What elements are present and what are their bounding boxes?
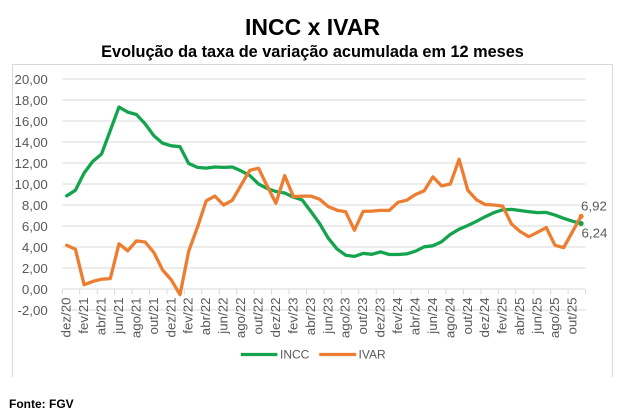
svg-text:ago/22: ago/22 xyxy=(233,298,248,339)
svg-text:6,00: 6,00 xyxy=(22,219,48,234)
svg-text:fev/23: fev/23 xyxy=(285,298,300,334)
svg-text:jun/25: jun/25 xyxy=(530,298,545,335)
svg-text:dez/24: dez/24 xyxy=(477,298,492,338)
svg-text:dez/23: dez/23 xyxy=(373,298,388,338)
svg-text:0,00: 0,00 xyxy=(22,282,48,297)
svg-text:fev/25: fev/25 xyxy=(495,298,510,334)
svg-text:10,00: 10,00 xyxy=(15,177,48,192)
svg-text:-2,00: -2,00 xyxy=(17,303,47,318)
svg-text:abr/22: abr/22 xyxy=(198,298,213,336)
svg-text:jun/24: jun/24 xyxy=(425,298,440,335)
svg-text:fev/24: fev/24 xyxy=(390,298,405,334)
svg-text:8,00: 8,00 xyxy=(22,198,48,213)
svg-text:abr/23: abr/23 xyxy=(303,298,318,336)
svg-text:ago/24: ago/24 xyxy=(442,298,457,339)
svg-text:16,00: 16,00 xyxy=(15,114,48,129)
svg-text:12,00: 12,00 xyxy=(15,156,48,171)
svg-text:14,00: 14,00 xyxy=(15,135,48,150)
svg-text:20,00: 20,00 xyxy=(15,72,48,87)
svg-text:6,92: 6,92 xyxy=(581,199,607,214)
svg-text:fev/22: fev/22 xyxy=(181,298,196,334)
svg-text:dez/20: dez/20 xyxy=(59,298,74,338)
svg-text:IVAR: IVAR xyxy=(359,348,386,362)
svg-text:out/21: out/21 xyxy=(146,298,161,335)
svg-text:dez/21: dez/21 xyxy=(163,298,178,338)
svg-text:6,24: 6,24 xyxy=(582,226,608,241)
svg-text:fev/21: fev/21 xyxy=(76,298,91,334)
svg-text:INCC: INCC xyxy=(280,348,310,362)
svg-text:abr/25: abr/25 xyxy=(512,298,527,336)
svg-text:out/22: out/22 xyxy=(251,298,266,335)
svg-text:out/25: out/25 xyxy=(564,298,579,335)
svg-text:abr/24: abr/24 xyxy=(408,298,423,336)
svg-text:2,00: 2,00 xyxy=(22,261,48,276)
svg-text:ago/21: ago/21 xyxy=(128,298,143,339)
svg-text:jun/22: jun/22 xyxy=(216,298,231,335)
svg-text:ago/23: ago/23 xyxy=(338,298,353,339)
svg-text:jun/23: jun/23 xyxy=(320,298,335,335)
svg-text:out/24: out/24 xyxy=(460,298,475,335)
svg-text:ago/25: ago/25 xyxy=(547,298,562,339)
svg-text:Fonte: FGV: Fonte: FGV xyxy=(9,397,74,411)
svg-text:out/23: out/23 xyxy=(355,298,370,335)
svg-text:abr/21: abr/21 xyxy=(94,298,109,336)
svg-text:dez/22: dez/22 xyxy=(268,298,283,338)
svg-text:18,00: 18,00 xyxy=(15,93,48,108)
svg-text:4,00: 4,00 xyxy=(22,240,48,255)
svg-text:INCC x IVAR: INCC x IVAR xyxy=(245,14,380,40)
svg-text:jun/21: jun/21 xyxy=(111,298,126,335)
svg-text:Evolução da taxa de variação a: Evolução da taxa de variação acumulada e… xyxy=(101,43,524,61)
